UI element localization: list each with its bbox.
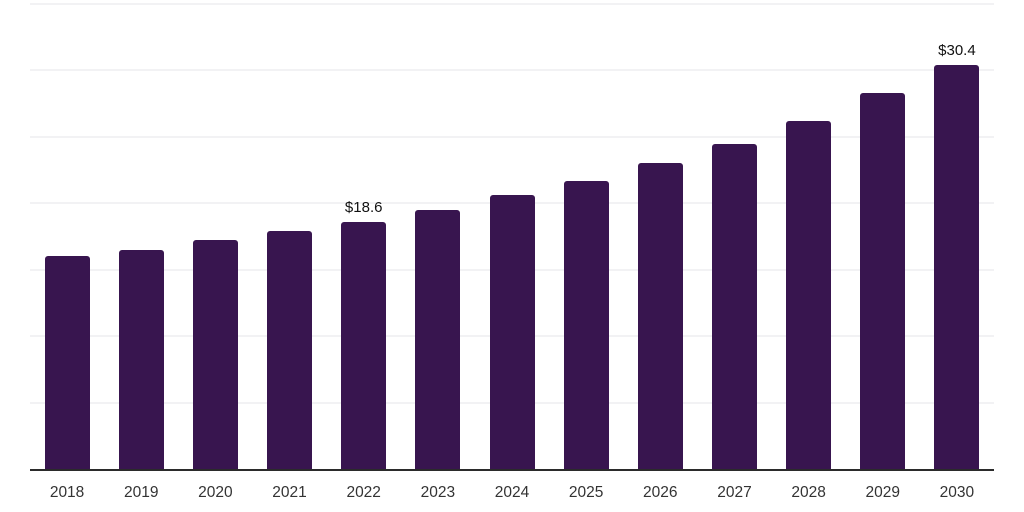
- x-tick-label-2029: 2029: [865, 484, 901, 501]
- x-tick-label-2020: 2020: [198, 484, 233, 501]
- bar-value-label-2030: $30.4: [938, 42, 976, 60]
- bar-2020[interactable]: [192, 240, 238, 469]
- x-tick-label-2027: 2027: [717, 484, 752, 501]
- bar-2025[interactable]: [563, 180, 609, 469]
- gridline: [30, 135, 994, 138]
- bar-2022[interactable]: [341, 221, 387, 469]
- bar-2030[interactable]: [934, 65, 980, 469]
- x-tick-label-2025: 2025: [568, 484, 604, 501]
- gridline: [30, 3, 994, 5]
- x-tick-label-2028: 2028: [791, 484, 826, 501]
- bar-2026[interactable]: [637, 163, 683, 469]
- x-tick-label-2018: 2018: [49, 484, 85, 501]
- x-tick-label-2023: 2023: [420, 484, 456, 501]
- bar-2019[interactable]: [118, 249, 164, 469]
- bar-2028[interactable]: [786, 120, 832, 469]
- bar-2023[interactable]: [415, 209, 461, 469]
- x-tick-label-2030: 2030: [939, 484, 975, 501]
- bar-2018[interactable]: [44, 256, 90, 469]
- x-tick-label-2024: 2024: [494, 484, 530, 501]
- bar-value-label-2022: $18.6: [344, 198, 383, 216]
- bar-2029[interactable]: [860, 93, 906, 469]
- x-tick-label-2022: 2022: [346, 484, 381, 501]
- gridline: [30, 69, 994, 72]
- bar-2024[interactable]: [489, 195, 535, 469]
- x-axis-line: [30, 469, 994, 471]
- bar-2027[interactable]: [711, 143, 757, 469]
- x-tick-label-2019: 2019: [123, 484, 159, 501]
- bar-2021[interactable]: [267, 231, 313, 469]
- x-tick-label-2021: 2021: [272, 484, 307, 501]
- x-tick-label-2026: 2026: [643, 484, 678, 501]
